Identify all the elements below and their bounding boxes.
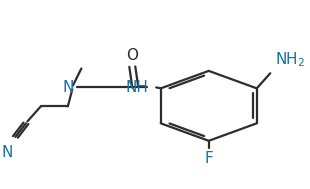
Text: NH$_2$: NH$_2$ — [275, 50, 305, 69]
Text: NH: NH — [126, 80, 149, 95]
Text: N: N — [63, 80, 74, 95]
Text: N: N — [1, 145, 13, 160]
Text: F: F — [204, 151, 213, 166]
Text: O: O — [126, 48, 138, 63]
